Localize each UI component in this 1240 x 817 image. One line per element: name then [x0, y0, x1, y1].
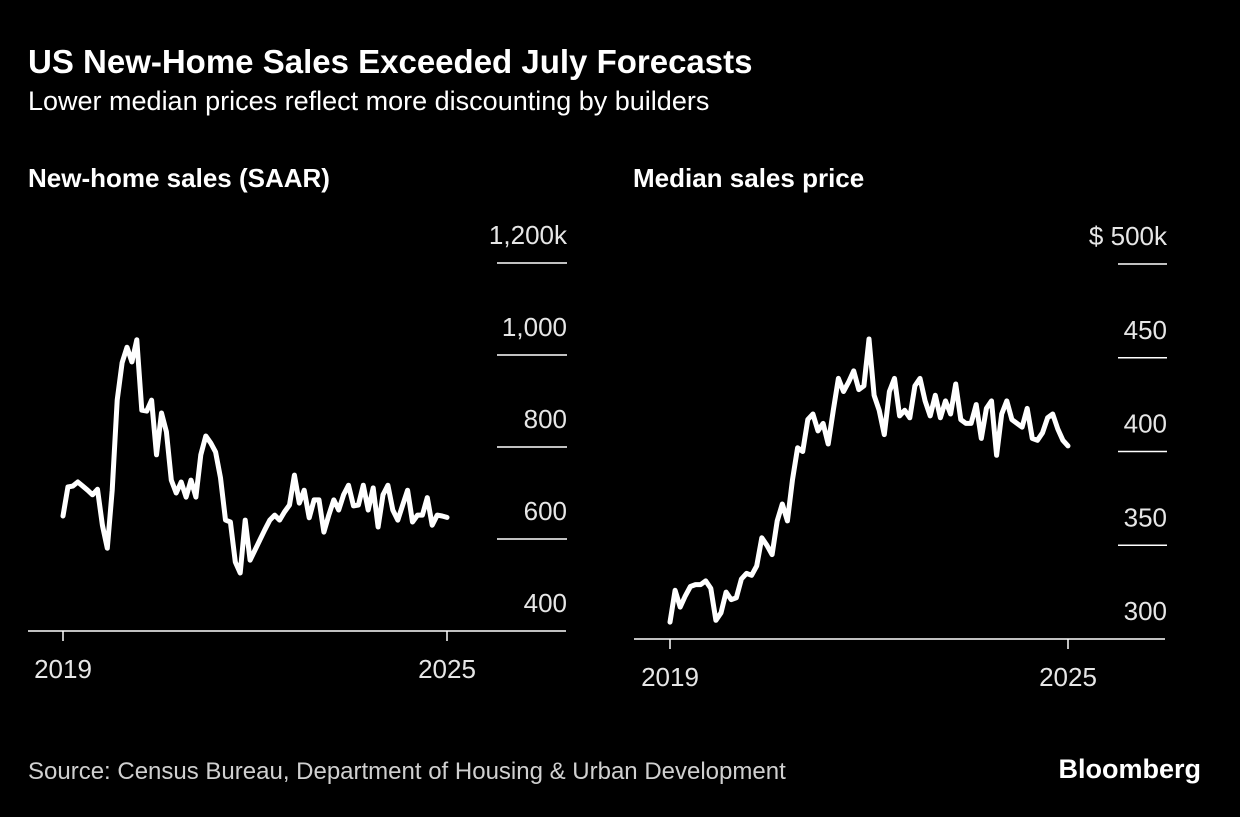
y-tick-label: 300	[1124, 596, 1167, 626]
y-tick-label: 1,000	[502, 312, 567, 342]
source: Source: Census Bureau, Department of Hou…	[28, 758, 786, 785]
y-tick-label: 1,200k	[489, 220, 568, 250]
x-tick-label: 2025	[1039, 662, 1097, 692]
y-tick-label: 350	[1124, 502, 1167, 532]
x-tick-label: 2025	[418, 654, 476, 684]
subtitle: Lower median prices reflect more discoun…	[28, 86, 709, 116]
data-line	[667, 336, 1071, 625]
y-tick-label: 450	[1124, 315, 1167, 345]
data-line	[60, 337, 450, 576]
x-tick-label: 2019	[641, 662, 699, 692]
title: US New-Home Sales Exceeded July Forecast…	[28, 43, 753, 80]
brand: Bloomberg	[1058, 754, 1201, 784]
y-tick-label: 600	[524, 496, 567, 526]
chart-title: Median sales price	[633, 163, 864, 193]
chart-title: New-home sales (SAAR)	[28, 163, 330, 193]
y-tick-label: 400	[1124, 409, 1167, 439]
y-tick-label: 800	[524, 404, 567, 434]
y-tick-label: $ 500k	[1089, 221, 1168, 251]
y-tick-label: 400	[524, 588, 567, 618]
x-tick-label: 2019	[34, 654, 92, 684]
